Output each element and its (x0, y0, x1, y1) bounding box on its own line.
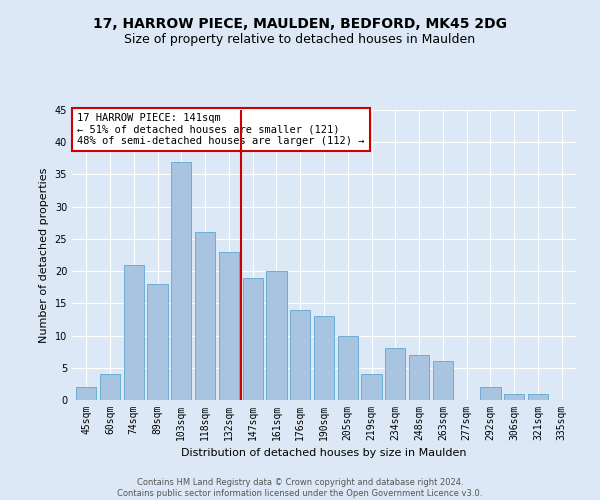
Text: Contains HM Land Registry data © Crown copyright and database right 2024.
Contai: Contains HM Land Registry data © Crown c… (118, 478, 482, 498)
Bar (504, 394, 524, 400)
Text: 17, HARROW PIECE, MAULDEN, BEDFORD, MK45 2DG: 17, HARROW PIECE, MAULDEN, BEDFORD, MK45… (93, 18, 507, 32)
Y-axis label: Number of detached properties: Number of detached properties (39, 168, 49, 342)
Bar (385, 348, 406, 400)
Bar (290, 310, 310, 400)
Bar (361, 374, 382, 400)
Bar (266, 271, 287, 400)
Bar (76, 387, 97, 400)
Bar (338, 336, 358, 400)
Bar (100, 374, 120, 400)
Bar (242, 278, 263, 400)
Bar (481, 387, 500, 400)
Bar (433, 362, 453, 400)
Text: Size of property relative to detached houses in Maulden: Size of property relative to detached ho… (124, 32, 476, 46)
Bar (195, 232, 215, 400)
Bar (314, 316, 334, 400)
X-axis label: Distribution of detached houses by size in Maulden: Distribution of detached houses by size … (181, 448, 467, 458)
Bar (148, 284, 167, 400)
Bar (409, 355, 429, 400)
Bar (219, 252, 239, 400)
Bar (124, 264, 144, 400)
Bar (528, 394, 548, 400)
Bar (171, 162, 191, 400)
Text: 17 HARROW PIECE: 141sqm
← 51% of detached houses are smaller (121)
48% of semi-d: 17 HARROW PIECE: 141sqm ← 51% of detache… (77, 113, 365, 146)
